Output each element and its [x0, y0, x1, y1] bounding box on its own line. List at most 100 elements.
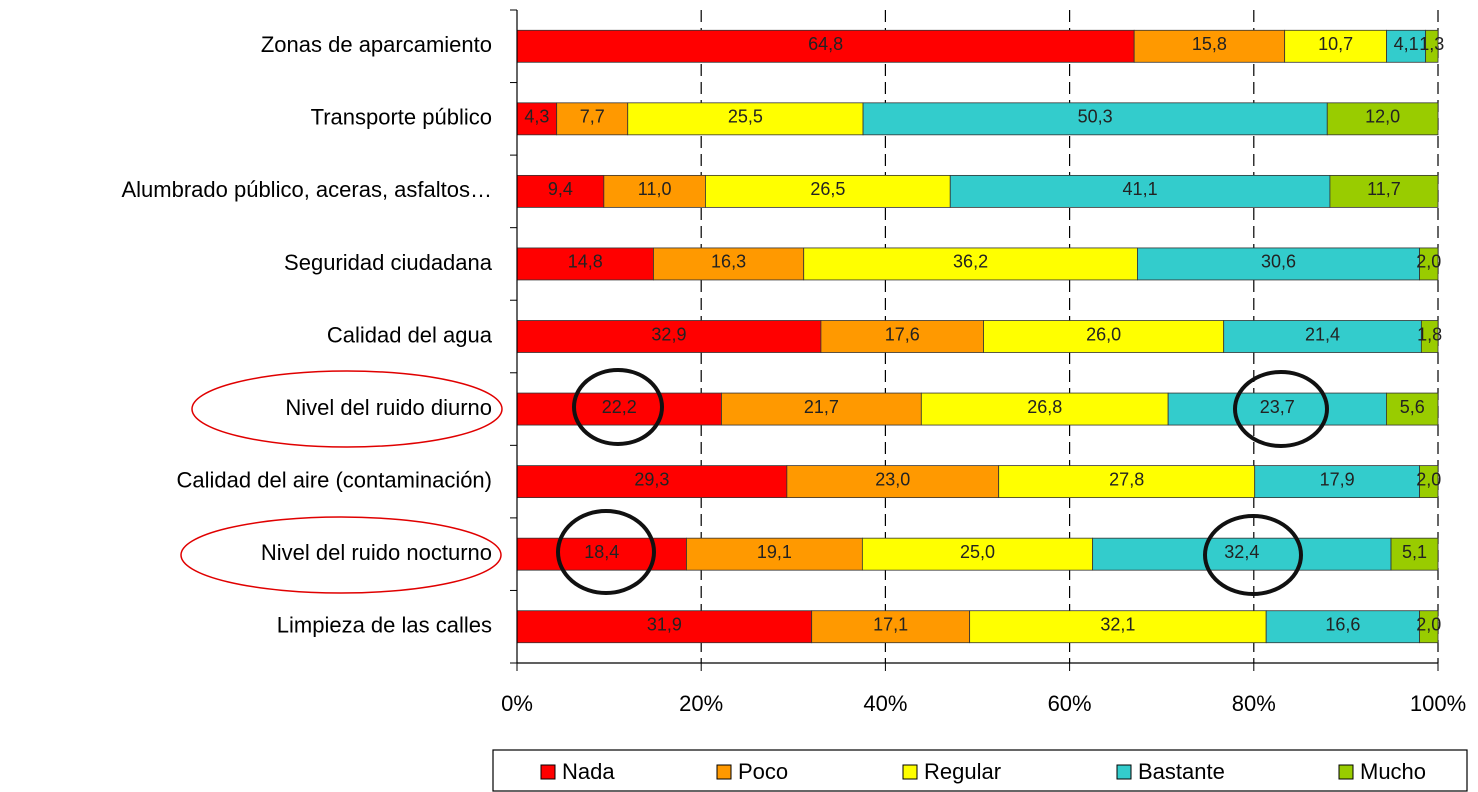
- bar-segment: [1133, 29, 1286, 63]
- y-tick-label: Calidad del aire (contaminación): [177, 467, 493, 492]
- bar-segment: [1419, 247, 1439, 281]
- bar-segment: [1386, 392, 1439, 426]
- data-label: 5,6: [1400, 397, 1425, 417]
- legend-swatch: [1116, 764, 1132, 780]
- legend-label: Mucho: [1360, 759, 1426, 784]
- data-label: 1,8: [1417, 324, 1442, 344]
- data-label: 26,8: [1027, 397, 1062, 417]
- bar-segment: [803, 247, 1138, 281]
- data-label: 2,0: [1416, 469, 1441, 489]
- data-label: 9,4: [548, 179, 573, 199]
- legend-swatch: [716, 764, 732, 780]
- data-label: 17,1: [873, 614, 908, 634]
- x-tick-label: 0%: [501, 691, 533, 716]
- y-tick-label: Nivel del ruido diurno: [285, 395, 492, 420]
- legend-swatch: [902, 764, 918, 780]
- bar-segment: [516, 465, 788, 499]
- data-label: 21,7: [804, 397, 839, 417]
- data-label: 26,5: [810, 179, 845, 199]
- x-tick-label: 40%: [863, 691, 907, 716]
- legend: Nada Poco Regular Bastante Mucho: [492, 749, 1468, 792]
- data-label: 50,3: [1078, 107, 1113, 127]
- bar-segment: [1419, 465, 1439, 499]
- y-tick-label: Nivel del ruido nocturno: [261, 540, 492, 565]
- data-label: 4,1: [1394, 34, 1419, 54]
- bar-segment: [998, 465, 1256, 499]
- data-label: 10,7: [1318, 34, 1353, 54]
- data-label: 64,8: [808, 34, 843, 54]
- legend-label: Nada: [562, 759, 615, 784]
- data-label: 31,9: [647, 614, 682, 634]
- data-label: 4,3: [524, 107, 549, 127]
- x-tick-label: 20%: [679, 691, 723, 716]
- highlight-circle: [1203, 514, 1303, 596]
- legend-swatch: [540, 764, 556, 780]
- bar-segment: [1223, 320, 1422, 353]
- bar-segment: [705, 174, 951, 208]
- data-label: 21,4: [1305, 324, 1340, 344]
- bar-segment: [516, 392, 722, 426]
- data-label: 5,1: [1402, 542, 1427, 562]
- bar-segment: [786, 465, 1000, 499]
- highlight-ellipse: [191, 370, 503, 448]
- y-tick-label: Transporte público: [311, 105, 492, 130]
- bar-segment: [1329, 174, 1439, 208]
- bar-segment: [861, 537, 1094, 571]
- data-label: 14,8: [568, 252, 603, 272]
- data-label: 11,0: [638, 179, 672, 199]
- legend-box: [492, 749, 1468, 792]
- bar-segment: [983, 320, 1225, 353]
- data-label: 25,0: [960, 542, 995, 562]
- bar-segment: [556, 102, 629, 136]
- legend-label: Poco: [738, 759, 788, 784]
- highlight-circle: [1233, 370, 1329, 448]
- data-label: 2,0: [1416, 252, 1441, 272]
- data-label: 29,3: [634, 469, 669, 489]
- bar-segment: [603, 174, 706, 208]
- bar-segment: [1326, 102, 1439, 136]
- y-tick-label: Limpieza de las calles: [277, 613, 492, 638]
- data-label: 7,7: [580, 107, 605, 127]
- x-tick-label: 80%: [1232, 691, 1276, 716]
- data-label: 1,3: [1419, 34, 1444, 54]
- data-label: 26,0: [1086, 324, 1121, 344]
- highlight-circle: [556, 509, 656, 595]
- data-label: 23,0: [875, 469, 910, 489]
- highlight-circle: [572, 368, 664, 446]
- data-label: 30,6: [1261, 252, 1296, 272]
- bar-segment: [1420, 320, 1439, 353]
- bar-segment: [969, 610, 1267, 644]
- bar-segment: [516, 29, 1135, 63]
- data-label: 12,0: [1365, 107, 1400, 127]
- bar-segment: [516, 537, 687, 571]
- data-label: 27,8: [1109, 469, 1144, 489]
- data-label: 16,6: [1325, 614, 1360, 634]
- bar-segment: [1425, 29, 1439, 63]
- y-tick-label: Calidad del agua: [327, 322, 493, 347]
- data-label: 36,2: [953, 252, 988, 272]
- data-label: 32,1: [1100, 614, 1135, 634]
- bar-segment: [653, 247, 805, 281]
- data-label: 25,5: [728, 107, 763, 127]
- data-label: 41,1: [1123, 179, 1158, 199]
- annotations: [180, 368, 1329, 596]
- y-tick-label: Alumbrado público, aceras, asfaltos…: [121, 177, 492, 202]
- legend-swatch: [1338, 764, 1354, 780]
- data-label: 16,3: [711, 252, 746, 272]
- data-label: 19,1: [757, 542, 792, 562]
- data-label: 22,2: [602, 397, 637, 417]
- data-label: 32,4: [1224, 542, 1259, 562]
- bar-segment: [516, 247, 654, 281]
- data-label: 18,4: [584, 542, 619, 562]
- highlight-ellipse: [180, 516, 502, 594]
- bar-segment: [920, 392, 1169, 426]
- bar-segment: [1167, 392, 1387, 426]
- legend-label: Bastante: [1138, 759, 1225, 784]
- bar-segment: [1386, 29, 1427, 63]
- bar-segment: [1390, 537, 1439, 571]
- bar-segment: [1254, 465, 1420, 499]
- data-label: 11,7: [1367, 179, 1401, 199]
- data-label: 15,8: [1192, 34, 1227, 54]
